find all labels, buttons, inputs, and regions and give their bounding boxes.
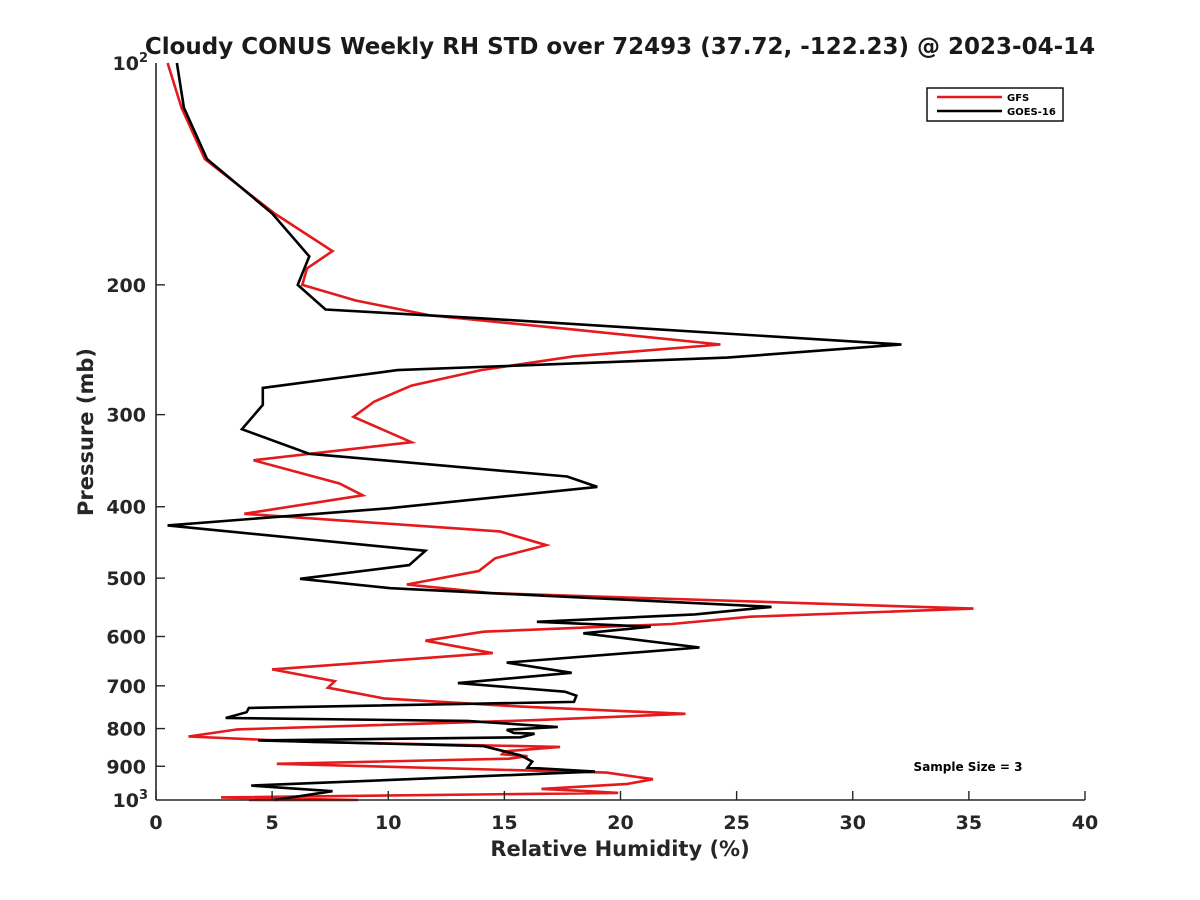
x-tick-label: 5 (266, 812, 279, 834)
x-tick-label: 30 (840, 812, 866, 834)
legend: GFS GOES-16 (926, 87, 1064, 122)
y-tick-label: 103 (113, 788, 149, 812)
x-tick-label: 40 (1072, 812, 1098, 834)
legend-box (926, 87, 1064, 122)
y-tick-label: 900 (106, 756, 146, 778)
y-tick-label: 300 (106, 405, 146, 427)
series-line-gfs (166, 62, 974, 802)
y-tick-label: 500 (106, 568, 146, 590)
y-tick-label: 400 (106, 497, 146, 519)
chart-title: Cloudy CONUS Weekly RH STD over 72493 (3… (145, 34, 1095, 60)
y-tick-label: 102 (113, 51, 149, 75)
series-line-goes-16 (167, 62, 902, 802)
y-tick-label: 600 (106, 626, 146, 648)
x-axis-ticks: 0 5 10 15 20 25 30 35 40 (149, 791, 1098, 834)
x-tick-label: 0 (149, 812, 162, 834)
legend-label-gfs: GFS (1007, 93, 1029, 104)
x-tick-label: 25 (723, 812, 749, 834)
x-tick-label: 15 (491, 812, 517, 834)
y-tick-label: 700 (106, 676, 146, 698)
series-layer (166, 62, 974, 802)
x-tick-label: 10 (375, 812, 401, 834)
y-axis-label: Pressure (mb) (74, 348, 98, 516)
x-axis-label: Relative Humidity (%) (490, 837, 749, 861)
y-tick-label: 800 (106, 719, 146, 741)
x-tick-label: 20 (607, 812, 633, 834)
x-tick-label: 35 (956, 812, 982, 834)
y-tick-label: 200 (106, 275, 146, 297)
sample-size-annotation: Sample Size = 3 (914, 760, 1023, 774)
legend-label-goes-16: GOES-16 (1007, 107, 1056, 118)
y-axis-ticks: 102 200 300 400 500 600 700 800 900 103 (106, 51, 165, 812)
